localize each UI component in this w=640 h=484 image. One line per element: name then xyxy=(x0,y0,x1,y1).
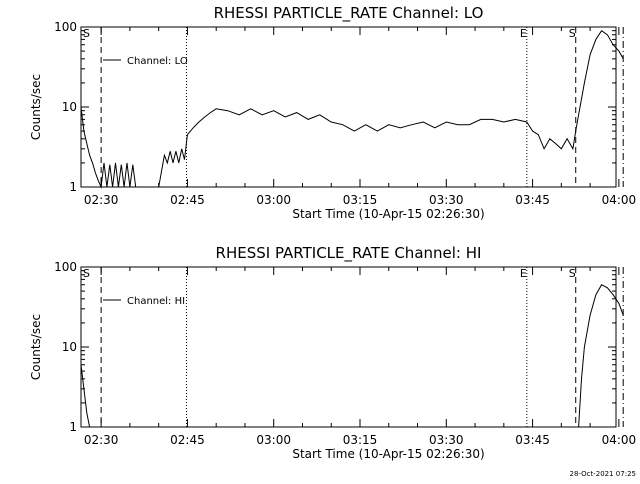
y-axis-label: Counts/sec xyxy=(29,314,43,380)
x-tick-label: 02:30 xyxy=(84,433,119,447)
chart-title: RHESSI PARTICLE_RATE Channel: LO xyxy=(214,4,484,23)
x-tick-label: 02:30 xyxy=(84,193,119,207)
event-marker-label: S xyxy=(569,267,576,280)
footer-timestamp: 28-Oct-2021 07:25 xyxy=(570,470,636,478)
event-marker-label: S xyxy=(83,267,90,280)
x-axis-label: Start Time (10-Apr-15 02:26:30) xyxy=(292,207,484,221)
plot-frame xyxy=(80,266,617,428)
event-marker-label: S xyxy=(83,27,90,40)
x-tick-label: 03:00 xyxy=(256,433,291,447)
x-tick-label: 03:00 xyxy=(256,193,291,207)
x-tick-label: 02:45 xyxy=(170,433,205,447)
x-tick-label: 03:15 xyxy=(343,433,378,447)
series-line xyxy=(80,284,624,428)
x-tick-label: 02:45 xyxy=(170,193,205,207)
y-tick-label: 1 xyxy=(69,180,77,194)
legend-label: Channel: LO xyxy=(127,56,188,67)
plot-frame xyxy=(80,26,617,188)
legend-label: Channel: HI xyxy=(127,296,185,307)
series-line xyxy=(80,29,624,189)
y-tick-label: 10 xyxy=(62,100,77,114)
y-tick-label: 10 xyxy=(62,340,77,354)
x-tick-label: 03:15 xyxy=(343,193,378,207)
event-marker-label: S xyxy=(569,27,576,40)
x-tick-label: 03:45 xyxy=(515,193,550,207)
x-axis-label: Start Time (10-Apr-15 02:26:30) xyxy=(292,447,484,461)
y-tick-label: 100 xyxy=(54,260,77,274)
event-marker-label: E xyxy=(520,27,527,40)
y-tick-label: 1 xyxy=(69,420,77,434)
x-tick-label: 03:45 xyxy=(515,433,550,447)
x-tick-label: 03:30 xyxy=(429,433,464,447)
event-marker-label: E xyxy=(520,267,527,280)
chart-title: RHESSI PARTICLE_RATE Channel: HI xyxy=(216,244,482,263)
x-tick-label: 03:30 xyxy=(429,193,464,207)
y-axis-label: Counts/sec xyxy=(29,74,43,140)
x-tick-label: 04:00 xyxy=(602,433,637,447)
y-tick-label: 100 xyxy=(54,20,77,34)
x-tick-label: 04:00 xyxy=(602,193,637,207)
